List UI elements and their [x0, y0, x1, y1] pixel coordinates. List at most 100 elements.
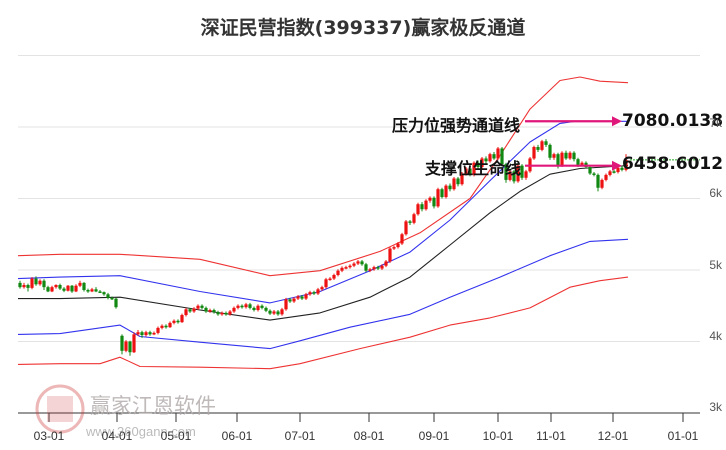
- candle-body: [304, 294, 308, 299]
- candle-body: [240, 305, 244, 308]
- candle-body: [360, 261, 364, 265]
- candle-body: [280, 309, 284, 315]
- support-arrow-arrowhead-icon: [612, 160, 622, 171]
- candle-body: [188, 309, 192, 312]
- candle-body: [568, 152, 572, 159]
- candle-body: [22, 285, 26, 288]
- y-tick-6k: 6k: [709, 186, 722, 200]
- candle-body: [296, 296, 300, 299]
- candle-body: [548, 144, 552, 158]
- candle-body: [136, 332, 140, 335]
- candle-body: [372, 267, 376, 270]
- candle-body: [412, 214, 416, 223]
- candle-body: [292, 298, 296, 302]
- candle-body: [26, 285, 30, 288]
- watermark-url: www.360gann.com: [86, 424, 196, 439]
- candle-body: [368, 269, 372, 271]
- candle-body: [464, 168, 468, 174]
- candle-body: [268, 310, 272, 314]
- candle-body: [476, 162, 480, 168]
- x-tick-label: 04-01: [101, 429, 133, 443]
- candle-body: [110, 297, 114, 300]
- candle-body: [196, 305, 200, 309]
- candle-body: [220, 312, 224, 315]
- candle-body: [260, 305, 264, 308]
- candle-body: [572, 152, 576, 160]
- y-tick-7k: 7k: [709, 116, 722, 130]
- candle-body: [508, 171, 512, 180]
- candle-body: [432, 197, 436, 207]
- candle-body: [388, 248, 392, 262]
- candle-body: [74, 285, 78, 292]
- candle-body: [252, 307, 256, 311]
- candle-body: [480, 158, 484, 168]
- candle-body: [132, 334, 136, 353]
- candle-body: [416, 204, 420, 215]
- candle-body: [452, 178, 456, 190]
- candle-body: [524, 171, 528, 178]
- candle-body: [120, 335, 124, 351]
- candle-body: [168, 322, 172, 328]
- candle-body: [204, 307, 208, 312]
- candle-body: [436, 189, 440, 207]
- candle-body: [328, 278, 332, 281]
- candle-body: [244, 304, 248, 308]
- outer-upper-line: [17, 76, 629, 277]
- candle-body: [620, 167, 624, 170]
- y-tick-4k: 4k: [709, 329, 722, 343]
- candle-body: [596, 174, 600, 188]
- candle-body: [86, 290, 90, 292]
- candle-body: [588, 167, 592, 174]
- x-tick-label: 12-01: [597, 429, 629, 443]
- candle-body: [272, 311, 276, 314]
- candle-body: [98, 291, 102, 293]
- resistance-value: 7080.0138: [622, 111, 724, 131]
- candle-body: [492, 154, 496, 159]
- candle-body: [180, 315, 184, 323]
- candle-body: [376, 267, 380, 269]
- candle-body: [496, 148, 500, 159]
- candle-body: [404, 221, 408, 235]
- candle-body: [332, 275, 336, 279]
- candle-body: [148, 332, 152, 335]
- candle-body: [106, 294, 110, 298]
- candle-body: [46, 287, 50, 292]
- candle-body: [444, 185, 448, 198]
- candle-body: [316, 289, 320, 294]
- candle-body: [300, 296, 304, 299]
- resistance-label: 压力位强势通道线: [392, 116, 521, 135]
- candle-body: [264, 307, 268, 311]
- candle-body: [344, 267, 348, 269]
- candle-body: [544, 141, 548, 145]
- candle-body: [448, 185, 452, 190]
- candle-body: [176, 320, 180, 323]
- resistance-arrow-arrowhead-icon: [612, 116, 622, 127]
- candle-body: [396, 243, 400, 248]
- candle-body: [276, 311, 280, 315]
- candle-body: [484, 158, 488, 162]
- candle-body: [224, 312, 228, 315]
- candle-body: [288, 299, 292, 302]
- x-tick-label: 01-01: [667, 429, 699, 443]
- candle-body: [34, 278, 38, 285]
- candle-body: [256, 305, 260, 311]
- candle-body: [94, 289, 98, 292]
- candle-body: [78, 282, 82, 286]
- candle-body: [356, 261, 360, 264]
- candle-body: [552, 154, 556, 158]
- candle-body: [152, 332, 156, 335]
- candle-body: [424, 200, 428, 210]
- candle-body: [540, 141, 544, 150]
- candle-body: [604, 174, 608, 180]
- x-tick-label: 11-01: [536, 429, 566, 443]
- outer-lower-line: [17, 276, 629, 370]
- candle-body: [504, 164, 508, 180]
- candle-body: [160, 325, 164, 328]
- candle-body: [400, 234, 404, 244]
- mid-line: [18, 165, 629, 321]
- candle-body: [324, 279, 328, 288]
- candle-body: [128, 341, 132, 353]
- candle-body: [348, 265, 352, 268]
- candle-body: [90, 289, 94, 292]
- candle-body: [600, 179, 604, 188]
